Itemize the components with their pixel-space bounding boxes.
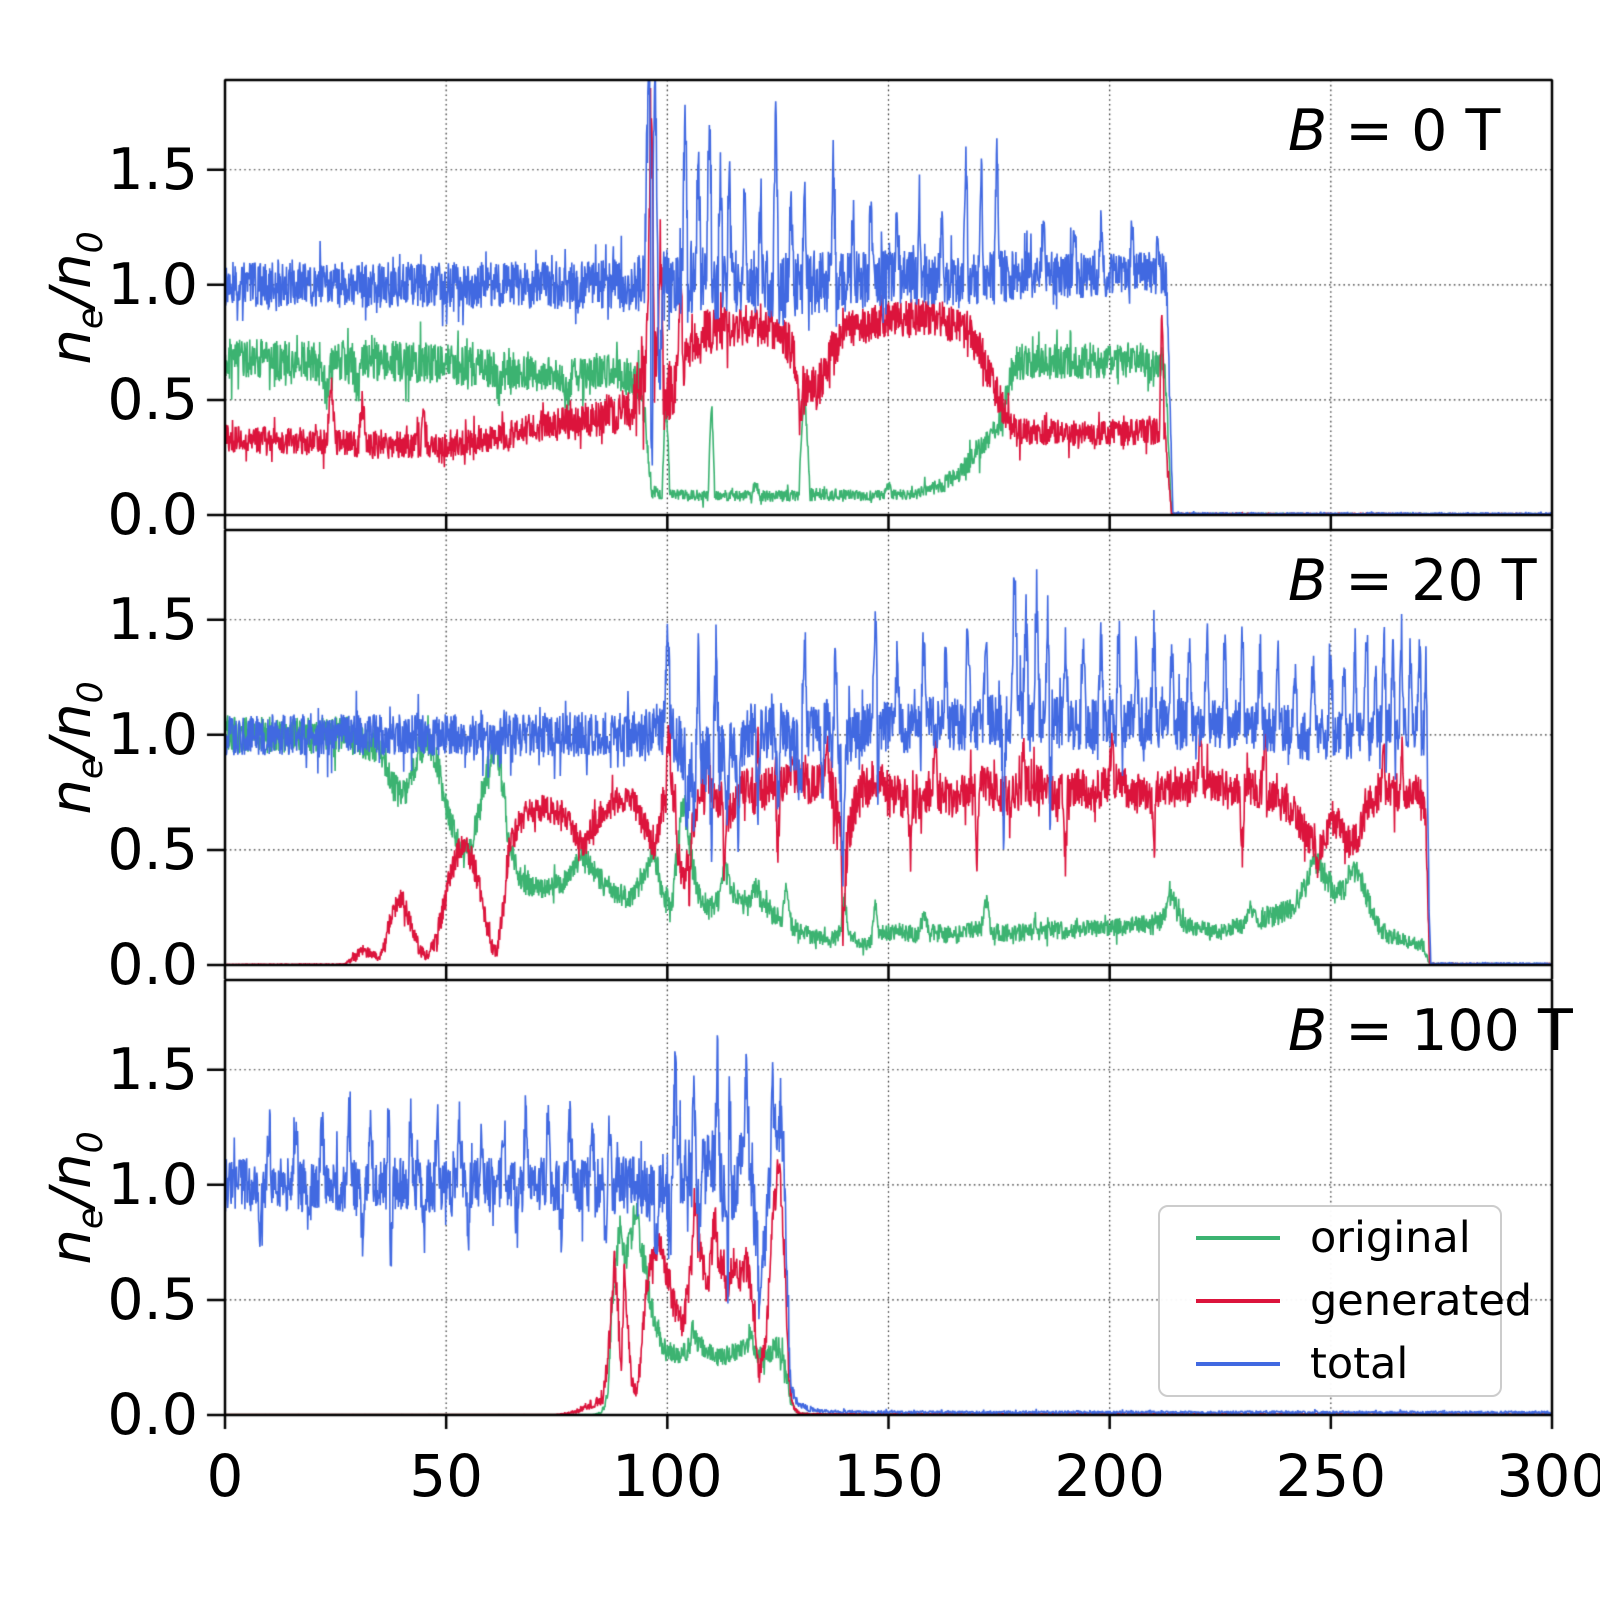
legend-line-swatch (1196, 1236, 1280, 1240)
panel-label-value: = 100 T (1327, 998, 1573, 1064)
y-tick-label: 1.5 (107, 586, 198, 653)
panel-label-variable: B (1288, 548, 1328, 614)
x-tick-label: 150 (833, 1442, 944, 1510)
x-tick-label: 100 (611, 1442, 723, 1510)
y-tick-label: 1.0 (107, 251, 198, 318)
legend-item-generated: generated (1196, 1276, 1532, 1326)
legend: original generated total (1158, 1205, 1532, 1397)
legend-label: generated (1310, 1276, 1533, 1326)
x-tick-label: 200 (1054, 1442, 1166, 1510)
x-tick-label: 250 (1275, 1442, 1387, 1510)
y-tick-label: 0.5 (107, 816, 198, 883)
y-tick-label: 1.0 (107, 1151, 198, 1218)
panel-label-variable: B (1288, 98, 1328, 164)
panel-label-value: = 0 T (1327, 98, 1501, 164)
panel-label-variable: B (1288, 998, 1328, 1064)
legend-item-total: total (1196, 1339, 1500, 1389)
y-tick-label: 0.0 (107, 932, 198, 998)
y-tick-label: 1.5 (107, 136, 198, 203)
y-tick-label: 0.0 (107, 1382, 198, 1448)
legend-line-swatch (1196, 1362, 1280, 1366)
legend-item-original: original (1196, 1213, 1500, 1263)
legend-label: total (1310, 1339, 1409, 1389)
legend-label: original (1310, 1213, 1471, 1263)
y-tick-label: 0.5 (107, 1266, 198, 1333)
panel-label-b100: B = 100 T (1288, 998, 1573, 1064)
legend-line-swatch (1196, 1299, 1280, 1303)
panel-label-value: = 20 T (1327, 548, 1537, 614)
panel-label-b0: B = 0 T (1288, 98, 1500, 164)
y-tick-label: 1.5 (107, 1036, 198, 1103)
x-tick-label: 300 (1496, 1442, 1600, 1510)
y-tick-label: 0.5 (107, 366, 198, 433)
x-tick-label: 50 (409, 1442, 484, 1510)
y-tick-label: 1.0 (107, 701, 198, 768)
y-tick-label: 0.0 (107, 482, 198, 548)
panel-label-b20: B = 20 T (1288, 548, 1537, 614)
x-tick-label: 0 (206, 1442, 244, 1510)
